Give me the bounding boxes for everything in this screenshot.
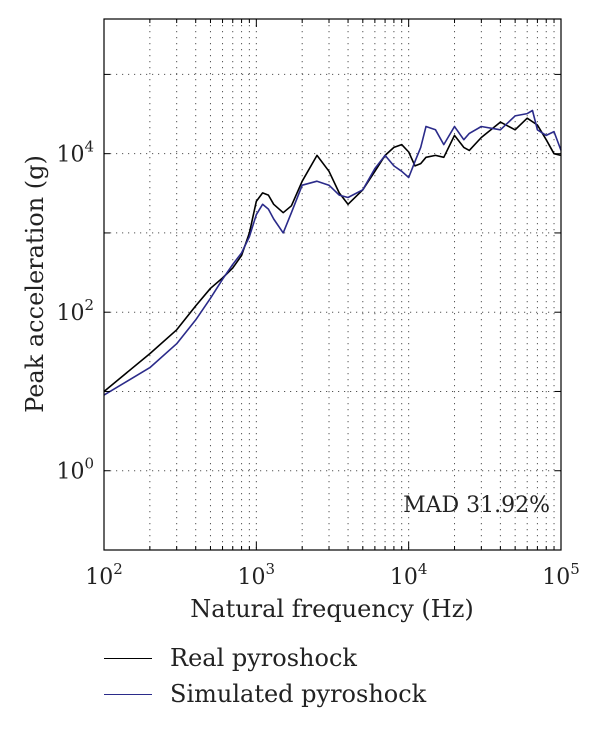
x-tick-label: 104 — [390, 560, 428, 590]
x-tick-label-exponent: 2 — [113, 560, 123, 578]
y-tick-label: 104 — [56, 138, 94, 168]
x-tick-label-exponent: 3 — [266, 560, 276, 578]
series-line-real — [103, 117, 562, 393]
x-tick-label-base: 10 — [390, 565, 418, 590]
y-tick-label: 100 — [56, 455, 94, 485]
ticks — [104, 19, 561, 551]
y-tick-label-exponent: 2 — [84, 296, 94, 314]
legend-label-simulated: Simulated pyroshock — [170, 680, 427, 708]
y-tick-label-base: 10 — [56, 460, 84, 485]
y-tick-label-base: 10 — [56, 143, 84, 168]
y-tick-label-exponent: 4 — [84, 138, 94, 156]
legend-label-real: Real pyroshock — [170, 644, 357, 672]
y-tick-label: 102 — [56, 296, 94, 326]
legend-item-simulated: Simulated pyroshock — [104, 676, 464, 712]
series-layer — [103, 109, 562, 396]
legend-item-real: Real pyroshock — [104, 640, 464, 676]
y-tick-label-base: 10 — [56, 301, 84, 326]
x-tick-label-base: 10 — [85, 565, 113, 590]
x-tick-label: 105 — [542, 560, 580, 590]
x-tick-label-base: 10 — [542, 565, 570, 590]
x-tick-label: 103 — [238, 560, 276, 590]
annotation-mad: MAD 31.92% — [403, 493, 550, 518]
legend-swatch-simulated — [104, 693, 152, 695]
plot-frame — [103, 18, 562, 551]
legend-swatch-real — [104, 657, 152, 659]
x-axis-label: Natural frequency (Hz) — [190, 595, 473, 623]
x-tick-label-exponent: 5 — [570, 560, 580, 578]
x-tick-label-exponent: 4 — [418, 560, 428, 578]
y-tick-label-exponent: 0 — [84, 455, 94, 473]
series-line-simulated — [103, 109, 562, 396]
legend: Real pyroshock Simulated pyroshock — [104, 640, 464, 712]
x-tick-label: 102 — [85, 560, 123, 590]
grid — [104, 19, 561, 551]
x-tick-label-base: 10 — [238, 565, 266, 590]
y-axis-label: Peak acceleration (g) — [21, 155, 49, 413]
